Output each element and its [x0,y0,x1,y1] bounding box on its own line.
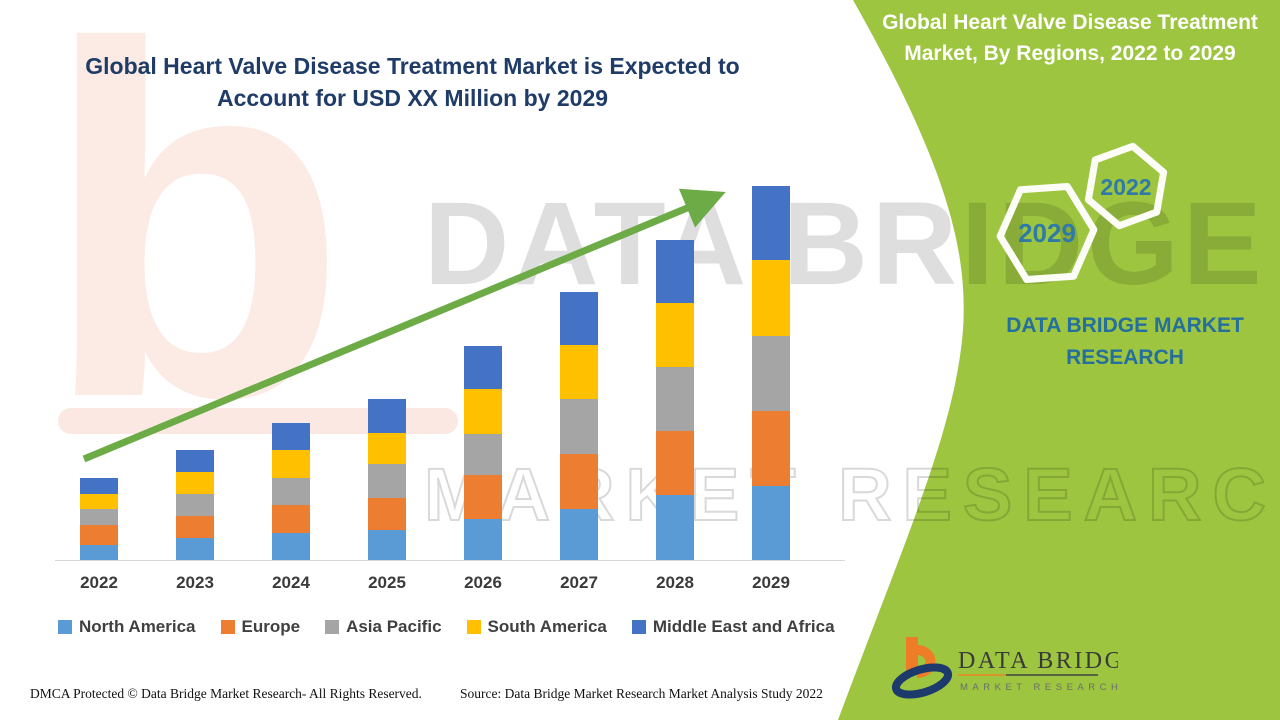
bar-2025-segment-north-america [368,530,406,560]
page-title: Global Heart Valve Disease Treatment Mar… [80,50,745,114]
x-axis-label-2029: 2029 [752,573,790,592]
bar-2027-segment-south-america [560,345,598,399]
bar-2028-segment-middle-east-and-africa [656,240,694,303]
logo-b-mark [891,637,953,699]
bar-2026-segment-south-america [464,389,502,434]
panel-title: Global Heart Valve Disease Treatment Mar… [860,7,1280,69]
bar-2027-segment-north-america [560,509,598,560]
bar-2026-segment-europe [464,475,502,519]
legend-label-south-america: South America [487,617,607,636]
bar-2023-segment-asia-pacific [176,494,214,516]
legend-swatch-middle-east-and-africa [631,620,646,634]
x-axis-labels: 2022 2023 2024 2025 2026 2027 2028 2029 [55,573,845,597]
bar-2025-segment-middle-east-and-africa [368,399,406,433]
bar-2027-segment-europe [560,454,598,509]
bar-2022-segment-europe [80,525,118,545]
logo-wordmark: DATA BRIDGE [958,648,1118,674]
x-axis-label-2025: 2025 [368,573,406,592]
bar-2027-segment-asia-pacific [560,399,598,454]
hexagon-2022-label: 2022 [1100,174,1151,200]
bar-2023-segment-middle-east-and-africa [176,450,214,472]
brand-text-line1: DATA BRIDGE MARKET [1006,314,1244,337]
data-bridge-logo: DATA BRIDGE MARKET RESEARCH [891,637,1118,699]
year-hexagons: 2029 2022 [996,142,1168,284]
brand-text-line2: RESEARCH [1066,346,1184,369]
legend-label-asia-pacific: Asia Pacific [346,617,442,636]
x-axis-label-2026: 2026 [464,573,502,592]
legend-label-europe: Europe [241,617,301,636]
legend-item-asia-pacific: Asia Pacific [325,617,442,637]
bar-2028 [656,240,694,560]
bar-2029-segment-asia-pacific [752,336,790,411]
bar-2025-segment-asia-pacific [368,464,406,498]
legend-item-north-america: North America [58,617,196,637]
legend-label-north-america: North America [79,617,196,636]
legend-swatch-asia-pacific [325,620,340,634]
x-axis-label-2028: 2028 [656,573,694,592]
x-axis-label-2022: 2022 [80,573,118,592]
bar-2028-segment-north-america [656,495,694,560]
panel-title-line1: Global Heart Valve Disease Treatment [882,11,1258,34]
source-note: Source: Data Bridge Market Research Mark… [460,686,823,701]
legend-label-middle-east-and-africa: Middle East and Africa [652,617,835,636]
bar-2029-segment-europe [752,411,790,486]
x-axis-label-2023: 2023 [176,573,214,592]
bar-2022-segment-middle-east-and-africa [80,478,118,494]
legend-item-europe: Europe [220,617,301,637]
x-axis-label-2027: 2027 [560,573,598,592]
bar-2026-segment-asia-pacific [464,434,502,475]
legend-item-middle-east-and-africa: Middle East and Africa [631,617,835,637]
logo-tagline: MARKET RESEARCH [960,682,1118,693]
bar-2029 [752,186,790,560]
bar-2022-segment-north-america [80,545,118,560]
hexagon-2029 [996,182,1098,284]
bar-2023-segment-north-america [176,538,214,560]
bar-2023-segment-south-america [176,472,214,494]
legend-swatch-north-america [58,620,72,634]
bar-2024-segment-asia-pacific [272,478,310,505]
bar-2024-segment-europe [272,505,310,533]
hexagon-2022 [1084,142,1168,230]
bar-2024-segment-south-america [272,450,310,478]
legend-item-south-america: South America [466,617,607,637]
bar-2023 [176,450,214,560]
bar-2022-segment-asia-pacific [80,509,118,525]
chart-legend: North America Europe Asia Pacific South Ame… [58,617,835,637]
dmca-notice: DMCA Protected © Data Bridge Market Rese… [30,686,422,701]
brand-text: DATA BRIDGE MARKET RESEARCH [985,310,1265,374]
bar-2024-segment-middle-east-and-africa [272,423,310,450]
bar-2025-segment-europe [368,498,406,530]
bar-2026-segment-middle-east-and-africa [464,346,502,389]
bar-2022 [80,478,118,560]
hexagon-2029-label: 2029 [1018,218,1076,248]
bar-2029-segment-middle-east-and-africa [752,186,790,260]
panel-title-line2: Market, By Regions, 2022 to 2029 [904,42,1236,65]
bar-2028-segment-asia-pacific [656,367,694,431]
bar-2028-segment-south-america [656,303,694,367]
page-title-line2: Account for USD XX Million by 2029 [216,85,609,111]
legend-swatch-europe [220,620,235,634]
legend-swatch-south-america [466,620,481,634]
bar-2025 [368,399,406,560]
page-title-line1: Global Heart Valve Disease Treatment Mar… [85,53,740,79]
bar-2023-segment-europe [176,516,214,538]
bar-2028-segment-europe [656,431,694,495]
x-axis-label-2024: 2024 [272,573,310,592]
bar-2027 [560,292,598,560]
bar-2025-segment-south-america [368,433,406,464]
bar-2022-segment-south-america [80,494,118,509]
bar-2027-segment-middle-east-and-africa [560,292,598,345]
bar-2024 [272,423,310,560]
bar-2024-segment-north-america [272,533,310,560]
bar-2029-segment-north-america [752,486,790,560]
bar-2026 [464,346,502,560]
plot-area [55,160,845,561]
bar-2026-segment-north-america [464,519,502,560]
bar-2029-segment-south-america [752,260,790,336]
